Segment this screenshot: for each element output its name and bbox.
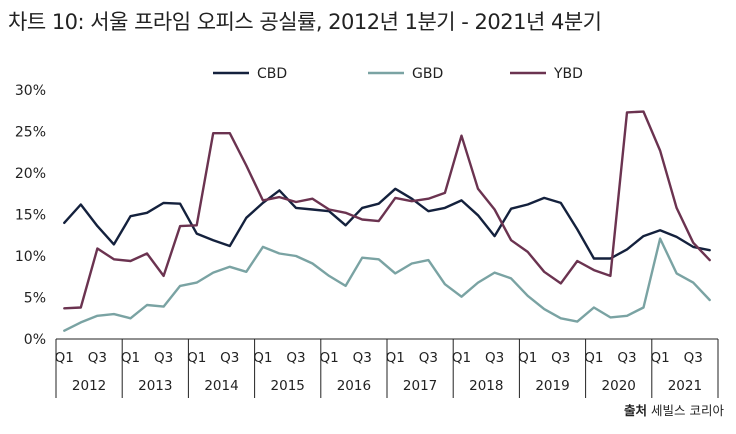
y-tick-label: 20% — [15, 166, 46, 182]
y-tick-label: 0% — [24, 332, 46, 348]
year-label: 2013 — [138, 378, 172, 394]
x-tick-label: Q3 — [551, 350, 570, 366]
x-tick-label: Q3 — [353, 350, 372, 366]
source-note: 출처 세빌스 코리아 — [624, 400, 724, 419]
x-tick-label: Q1 — [584, 350, 603, 366]
year-label: 2021 — [668, 378, 702, 394]
year-label: 2018 — [469, 378, 503, 394]
y-tick-label: 5% — [24, 291, 46, 307]
x-tick-label: Q3 — [154, 350, 173, 366]
year-label: 2012 — [72, 378, 106, 394]
year-label: 2020 — [602, 378, 636, 394]
x-tick-label: Q3 — [485, 350, 504, 366]
series-lines — [63, 110, 711, 332]
chart-title: 차트 10: 서울 프라임 오피스 공실률, 2012년 1분기 - 2021년… — [8, 10, 602, 34]
x-tick-label: Q1 — [452, 350, 471, 366]
year-label: 2019 — [535, 378, 569, 394]
x-tick-label: Q3 — [684, 350, 703, 366]
x-tick-label: Q3 — [220, 350, 239, 366]
source-value: 세빌스 코리아 — [651, 403, 724, 418]
legend-label-gbd: GBD — [412, 66, 443, 82]
legend-label-ybd: YBD — [553, 66, 583, 82]
series-line-gbd — [63, 237, 711, 332]
chart-legend: CBD GBD YBD — [213, 66, 583, 82]
y-tick-label: 25% — [15, 125, 46, 141]
x-tick-label: Q3 — [286, 350, 305, 366]
x-axis: Q1 Q3 Q1 Q3 Q1 Q3 Q1 Q3 Q1 Q3 Q1 Q3 Q1 Q3 Q1 Q3 Q1 Q3 Q1 Q3… — [55, 338, 719, 398]
x-tick-label: Q1 — [55, 350, 74, 366]
x-tick-label: Q1 — [386, 350, 405, 366]
year-label: 2015 — [271, 378, 305, 394]
year-label: 2017 — [403, 378, 437, 394]
x-tick-label: Q1 — [253, 350, 272, 366]
x-tick-label: Q1 — [319, 350, 338, 366]
y-axis: 0% 5% 10% 15% 20% 25% 30% — [15, 83, 46, 348]
y-tick-label: 15% — [15, 208, 46, 224]
year-label: 2016 — [337, 378, 371, 394]
x-tick-label: Q1 — [187, 350, 206, 366]
source-label: 출처 — [624, 403, 648, 418]
legend-label-cbd: CBD — [257, 66, 287, 82]
x-tick-label: Q3 — [617, 350, 636, 366]
series-line-ybd — [63, 110, 711, 310]
x-tick-label: Q3 — [419, 350, 438, 366]
year-label: 2014 — [204, 378, 238, 394]
x-tick-label: Q1 — [121, 350, 140, 366]
x-tick-label: Q3 — [88, 350, 107, 366]
x-tick-label: Q1 — [650, 350, 669, 366]
y-tick-label: 10% — [15, 249, 46, 265]
series-line-cbd — [63, 187, 711, 260]
x-tick-label: Q1 — [518, 350, 537, 366]
y-tick-label: 30% — [15, 83, 46, 99]
